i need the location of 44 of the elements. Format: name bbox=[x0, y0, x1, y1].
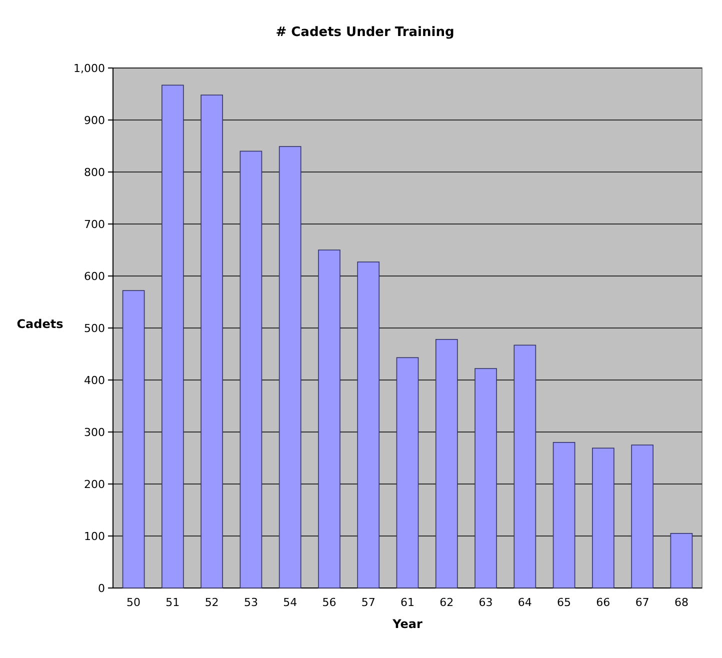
x-tick-label: 57 bbox=[361, 596, 376, 609]
bar bbox=[357, 262, 380, 588]
x-tick-label: 67 bbox=[635, 596, 650, 609]
x-tick-label: 54 bbox=[283, 596, 298, 609]
x-tick-label: 62 bbox=[440, 596, 454, 609]
bar bbox=[435, 339, 458, 588]
bar bbox=[200, 94, 223, 588]
bar bbox=[318, 250, 340, 588]
x-tick-label: 53 bbox=[244, 596, 258, 609]
x-tick-label: 51 bbox=[166, 596, 180, 609]
bar bbox=[240, 150, 262, 588]
y-tick-label: 100 bbox=[84, 530, 105, 543]
y-tick-label: 900 bbox=[84, 114, 105, 127]
y-tick-label: 300 bbox=[84, 426, 105, 439]
x-axis-title: Year bbox=[392, 617, 422, 631]
bar bbox=[122, 290, 145, 588]
y-tick-label: 500 bbox=[84, 322, 105, 335]
bar bbox=[396, 357, 419, 588]
bar bbox=[670, 533, 693, 588]
chart-title: # Cadets Under Training bbox=[276, 25, 454, 40]
y-tick-label: 1,000 bbox=[74, 62, 105, 75]
bar bbox=[514, 344, 536, 588]
x-tick-label: 65 bbox=[557, 596, 572, 609]
y-tick-label: 800 bbox=[84, 166, 105, 179]
x-tick-label: 64 bbox=[518, 596, 532, 609]
x-tick-label: 68 bbox=[674, 596, 688, 609]
y-tick-label: 700 bbox=[84, 218, 105, 231]
bar bbox=[631, 444, 654, 588]
x-tick-label: 63 bbox=[478, 596, 493, 609]
y-tick-label: 400 bbox=[84, 374, 105, 387]
x-tick-label: 61 bbox=[400, 596, 414, 609]
bar bbox=[162, 84, 184, 588]
y-tick-label: 600 bbox=[84, 270, 105, 283]
x-tick-label: 50 bbox=[126, 596, 141, 609]
bar bbox=[552, 442, 576, 588]
bar bbox=[592, 448, 614, 588]
bar bbox=[474, 368, 497, 588]
x-tick-label: 52 bbox=[204, 596, 219, 609]
y-tick-label: 200 bbox=[84, 478, 105, 491]
y-axis-title: Cadets bbox=[16, 317, 64, 331]
x-tick-label: 56 bbox=[322, 596, 336, 609]
y-tick-label: 0 bbox=[98, 582, 105, 595]
bar bbox=[278, 146, 302, 588]
x-tick-label: 66 bbox=[596, 596, 610, 609]
